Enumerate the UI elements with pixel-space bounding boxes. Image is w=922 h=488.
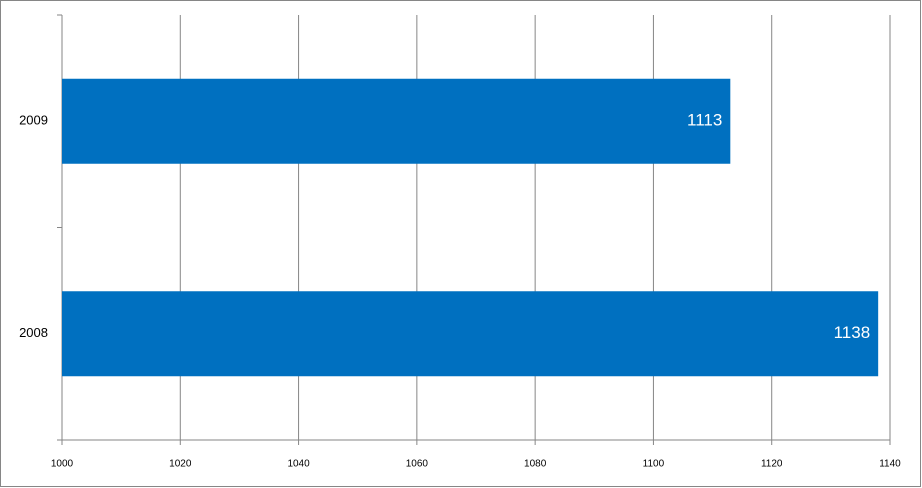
x-tick-label: 1020 (169, 459, 192, 470)
x-tick-label: 1140 (879, 459, 901, 470)
bar (62, 78, 731, 164)
x-tick-label: 1040 (287, 459, 310, 470)
x-tick-label: 1120 (761, 459, 783, 470)
x-tick-label: 1000 (51, 459, 74, 470)
bar (62, 291, 879, 377)
data-label: 1113 (687, 111, 722, 130)
x-tick-label: 1080 (524, 459, 547, 470)
y-tick-label: 2008 (19, 325, 48, 340)
data-label: 1138 (834, 323, 871, 342)
x-tick-label: 1060 (406, 459, 429, 470)
y-tick-label: 2009 (19, 113, 48, 128)
x-tick-label: 1100 (643, 459, 665, 470)
